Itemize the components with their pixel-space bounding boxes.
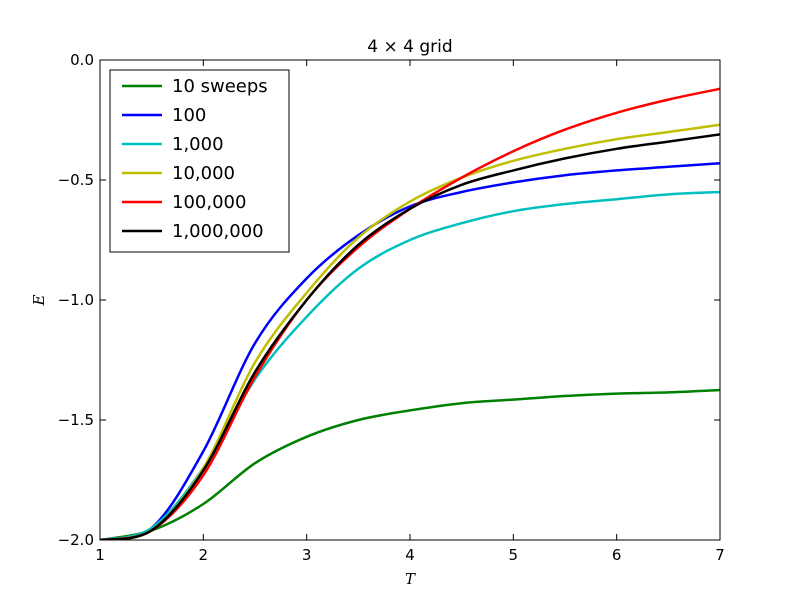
ticks-layer: 1 2 3 4 5 6 7 −2.0 −1.5 −1.0 −0.5 0.0 [58, 51, 725, 564]
y-tick-label: −1.0 [58, 291, 94, 309]
y-tick-label: −2.0 [58, 531, 94, 549]
legend-label: 1,000,000 [172, 221, 264, 242]
x-tick-label: 5 [509, 546, 519, 564]
x-tick-label: 2 [199, 546, 209, 564]
x-tick-label: 1 [95, 546, 105, 564]
legend-label: 10 sweeps [172, 76, 268, 97]
legend: 10 sweeps 100 1,000 10,000 100,000 1,000,000 [109, 69, 290, 253]
series-layer [100, 87, 720, 540]
y-tick-label: −1.5 [58, 411, 94, 429]
legend-label: 1,000 [172, 134, 224, 155]
legend-box [109, 69, 290, 253]
x-tick-label: 3 [302, 546, 312, 564]
x-axis-label: T [405, 570, 416, 588]
y-tick-label: 0.0 [70, 51, 94, 69]
x-tick-label: 4 [405, 546, 415, 564]
legend-label: 10,000 [172, 163, 235, 184]
series-line-1 [100, 161, 720, 540]
legend-label: 100 [172, 105, 206, 126]
series-line-0 [100, 388, 720, 540]
x-tick-label: 6 [612, 546, 622, 564]
y-axis-label: E [30, 294, 48, 306]
chart-title: 4 × 4 grid [367, 37, 452, 57]
x-tick-label: 7 [715, 546, 725, 564]
series-line-3 [100, 123, 720, 540]
series-line-5 [100, 133, 720, 540]
legend-label: 100,000 [172, 192, 246, 213]
y-tick-label: −0.5 [58, 171, 94, 189]
